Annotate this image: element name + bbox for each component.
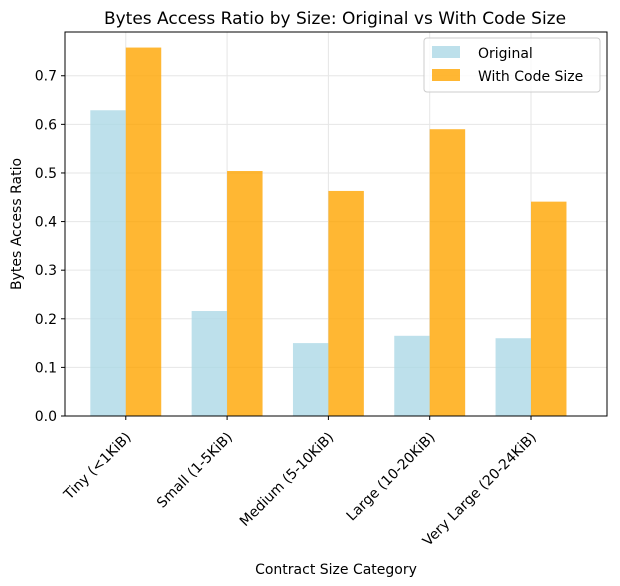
y-axis-ticks: 0.0 0.1 0.2 0.3 0.4 0.5 0.6 0.7 [35,69,65,425]
legend-label-original: Original [478,46,533,62]
y-tick-label: 0.4 [35,215,57,231]
x-tick-label: Small (1-5KiB) [154,430,236,512]
bar-with-code-size [531,201,567,416]
legend: Original With Code Size [423,37,601,93]
x-tick-label: Tiny (<1KiB) [60,430,134,504]
y-tick-label: 0.0 [35,409,57,425]
x-tick-label: Large (10-20KiB) [344,430,439,525]
bar-with-code-size [429,129,466,416]
legend-label-with-code-size: With Code Size [478,69,583,85]
bar-with-code-size [125,47,162,416]
bars [90,47,567,416]
y-tick-label: 0.6 [35,117,57,133]
y-tick-label: 0.2 [35,312,57,328]
y-axis-label: Bytes Access Ratio [9,158,25,290]
legend-frame [423,37,601,93]
bar-original [191,311,228,416]
y-tick-label: 0.5 [35,166,57,182]
y-tick-label: 0.7 [35,69,57,85]
x-axis-ticks: Tiny (<1KiB) Small (1-5KiB) Medium (5-10Ki… [60,416,540,550]
chart-title: Bytes Access Ratio by Size: Original vs … [104,9,566,29]
y-tick-label: 0.3 [35,263,57,279]
bar-original [292,343,329,416]
bar-with-code-size [328,190,364,416]
bar-original [90,110,126,416]
bar-with-code-size [227,171,263,416]
x-tick-label: Medium (5-10KiB) [237,430,337,530]
bar-original [394,335,430,416]
y-tick-label: 0.1 [35,360,57,376]
x-tick-label: Very Large (20-24KiB) [420,430,540,550]
legend-swatch-original [432,46,460,58]
x-axis-label: Contract Size Category [255,562,417,578]
plot-frame [64,31,608,417]
bar-original [495,338,532,416]
legend-swatch-with-code-size [432,69,460,81]
